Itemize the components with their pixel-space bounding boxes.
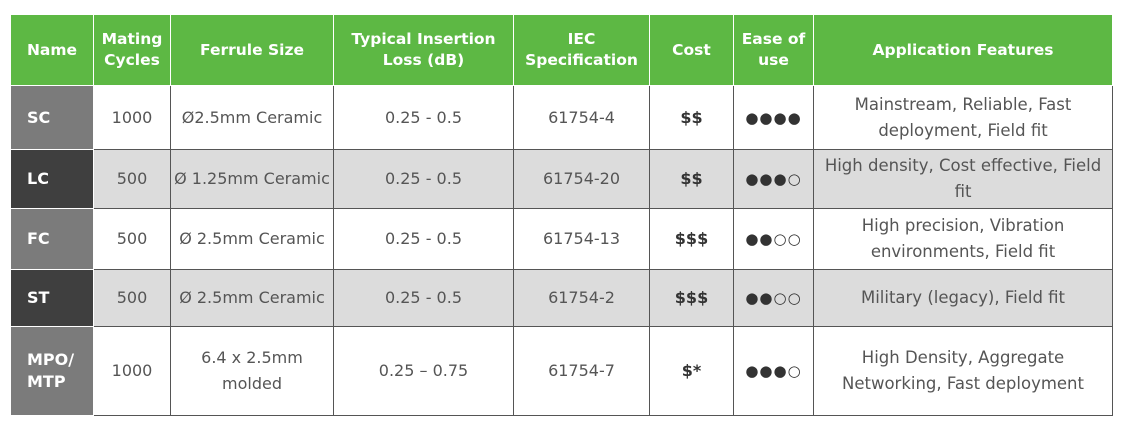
insertion-loss: 0.25 - 0.5 xyxy=(333,208,514,270)
cost: $$$ xyxy=(649,269,734,327)
ferrule-size: Ø 2.5mm Ceramic xyxy=(170,269,334,327)
application-features: High Density, Aggregate Networking, Fast… xyxy=(813,326,1113,416)
connector-name: SC xyxy=(10,85,94,150)
table-row: LC 500 Ø 1.25mm Ceramic 0.25 - 0.5 61754… xyxy=(10,149,1113,209)
cost: $$$ xyxy=(649,208,734,270)
application-features: Mainstream, Reliable, Fast deployment, F… xyxy=(813,85,1113,150)
ease-of-use-rating: ●●●○ xyxy=(733,149,814,209)
ferrule-size: Ø 1.25mm Ceramic xyxy=(170,149,334,209)
header-mating-cycles: Mating Cycles xyxy=(93,14,171,86)
table-row: MPO/ MTP 1000 6.4 x 2.5mm molded 0.25 – … xyxy=(10,326,1113,416)
application-features: High precision, Vibration environments, … xyxy=(813,208,1113,270)
iec-specification: 61754-2 xyxy=(513,269,650,327)
ease-of-use-rating: ●●●● xyxy=(733,85,814,150)
application-features: Military (legacy), Field fit xyxy=(813,269,1113,327)
ferrule-size: 6.4 x 2.5mm molded xyxy=(170,326,334,416)
header-ease-of-use: Ease of use xyxy=(733,14,814,86)
cost: $$ xyxy=(649,149,734,209)
application-features: High density, Cost effective, Field fit xyxy=(813,149,1113,209)
connector-name: LC xyxy=(10,149,94,209)
ease-of-use-rating: ●●○○ xyxy=(733,208,814,270)
header-row: Name Mating Cycles Ferrule Size Typical … xyxy=(10,14,1113,86)
mating-cycles: 500 xyxy=(93,269,171,327)
ease-of-use-rating: ●●●○ xyxy=(733,326,814,416)
cost: $$ xyxy=(649,85,734,150)
mating-cycles: 1000 xyxy=(93,326,171,416)
header-cost: Cost xyxy=(649,14,734,86)
connector-name: ST xyxy=(10,269,94,327)
iec-specification: 61754-4 xyxy=(513,85,650,150)
iec-specification: 61754-20 xyxy=(513,149,650,209)
cost: $* xyxy=(649,326,734,416)
header-iec-specification: IEC Specification xyxy=(513,14,650,86)
iec-specification: 61754-13 xyxy=(513,208,650,270)
mating-cycles: 1000 xyxy=(93,85,171,150)
table-row: ST 500 Ø 2.5mm Ceramic 0.25 - 0.5 61754-… xyxy=(10,269,1113,327)
insertion-loss: 0.25 - 0.5 xyxy=(333,269,514,327)
insertion-loss: 0.25 – 0.75 xyxy=(333,326,514,416)
ease-of-use-rating: ●●○○ xyxy=(733,269,814,327)
connector-name: MPO/ MTP xyxy=(10,326,94,416)
ferrule-size: Ø2.5mm Ceramic xyxy=(170,85,334,150)
header-application-features: Application Features xyxy=(813,14,1113,86)
mating-cycles: 500 xyxy=(93,208,171,270)
insertion-loss: 0.25 - 0.5 xyxy=(333,149,514,209)
header-insertion-loss: Typical Insertion Loss (dB) xyxy=(333,14,514,86)
connector-name: FC xyxy=(10,208,94,270)
connector-comparison-table: Name Mating Cycles Ferrule Size Typical … xyxy=(10,14,1113,416)
header-ferrule-size: Ferrule Size xyxy=(170,14,334,86)
header-name: Name xyxy=(10,14,94,86)
iec-specification: 61754-7 xyxy=(513,326,650,416)
mating-cycles: 500 xyxy=(93,149,171,209)
table-row: FC 500 Ø 2.5mm Ceramic 0.25 - 0.5 61754-… xyxy=(10,208,1113,270)
table-row: SC 1000 Ø2.5mm Ceramic 0.25 - 0.5 61754-… xyxy=(10,85,1113,150)
insertion-loss: 0.25 - 0.5 xyxy=(333,85,514,150)
ferrule-size: Ø 2.5mm Ceramic xyxy=(170,208,334,270)
